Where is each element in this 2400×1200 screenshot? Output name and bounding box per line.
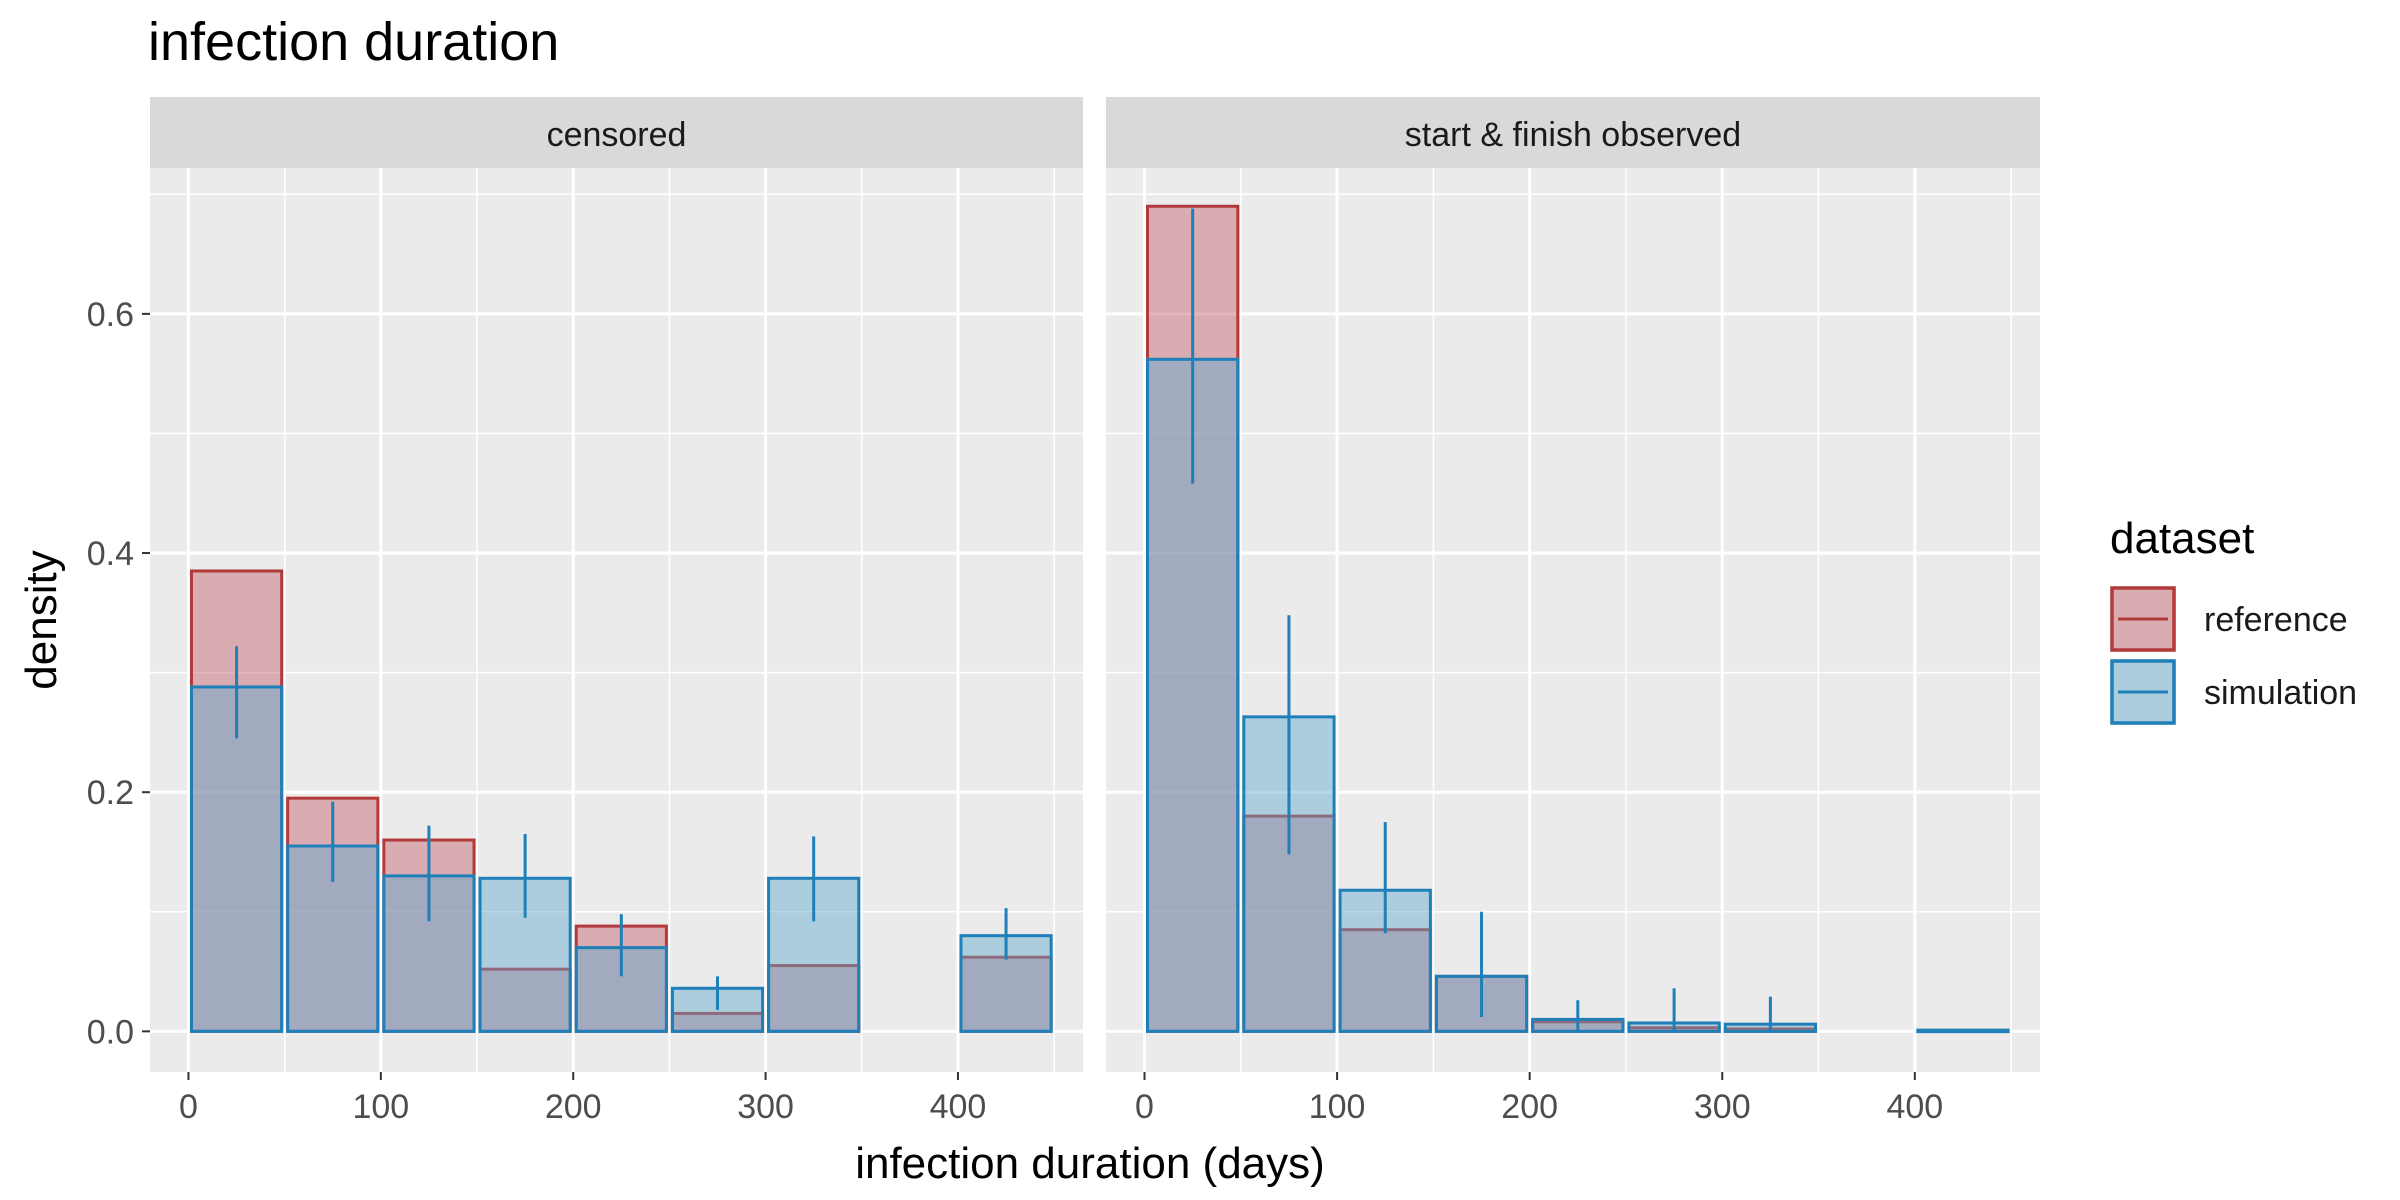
x-tick-label: 400	[930, 1088, 987, 1126]
x-tick-label: 400	[1886, 1088, 1943, 1126]
y-axis-label: density	[17, 550, 66, 689]
legend-title: dataset	[2110, 514, 2254, 563]
simulation-bar	[1916, 1028, 2010, 1034]
x-tick-label: 200	[1501, 1088, 1558, 1126]
panel-strip-label: start & finish observed	[1405, 116, 1741, 154]
panel-1: censored 0 100 200 300 400 0.0 0.2 0.4 0.6	[87, 97, 1083, 1126]
y-tick-label: 0.2	[87, 774, 134, 812]
legend-entries: reference simulation	[2110, 586, 2357, 725]
x-tick-label: 0	[1135, 1088, 1154, 1126]
x-tick-label: 0	[179, 1088, 198, 1126]
simulation-bar	[189, 685, 284, 1033]
panel-background	[1106, 168, 2040, 1072]
panels-layer: censored 0 100 200 300 400 0.0 0.2 0.4 0.6 start &…	[87, 97, 2040, 1126]
legend: dataset reference simulation	[2110, 514, 2357, 725]
reference-bar	[767, 964, 861, 1033]
legend-entry-label: simulation	[2204, 674, 2357, 712]
x-tick-label: 300	[1694, 1088, 1751, 1126]
x-axis-label: infection duration (days)	[855, 1139, 1325, 1188]
y-tick-label: 0.0	[87, 1013, 134, 1051]
legend-entry-simulation: simulation	[2110, 659, 2357, 725]
legend-entry-reference: reference	[2110, 586, 2348, 652]
panel-strip	[150, 97, 1083, 168]
y-tick-label: 0.4	[87, 535, 134, 573]
chart-title: infection duration	[148, 12, 559, 72]
legend-entry-label: reference	[2204, 601, 2348, 639]
x-tick-label: 200	[545, 1088, 602, 1126]
panel-strip	[1106, 97, 2040, 168]
y-tick-label: 0.6	[87, 296, 134, 334]
x-tick-label: 100	[1309, 1088, 1366, 1126]
panel-background	[150, 168, 1083, 1072]
panel-2: start & finish observed 0 100 200 300 400	[1106, 97, 2040, 1126]
panel-strip-label: censored	[547, 116, 687, 154]
x-tick-label: 300	[737, 1088, 794, 1126]
x-tick-label: 100	[352, 1088, 409, 1126]
